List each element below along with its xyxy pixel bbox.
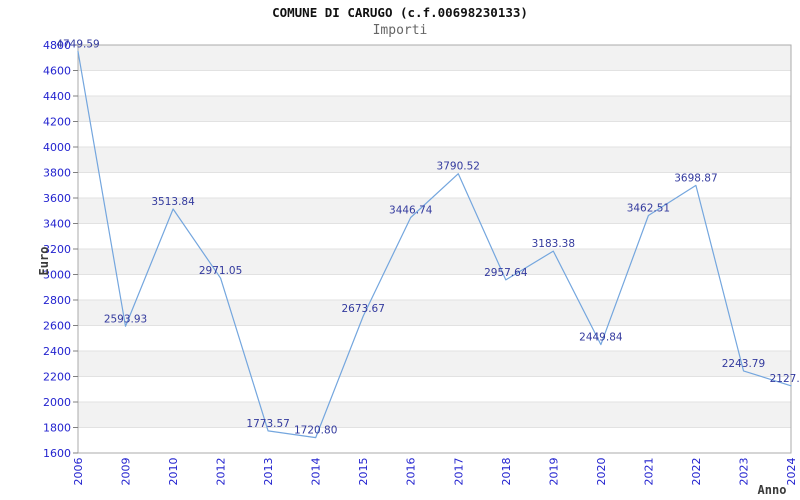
data-label: 2593.93	[104, 313, 147, 325]
grid-band	[78, 198, 791, 224]
x-tick-label: 2020	[595, 458, 608, 486]
grid-band	[78, 249, 791, 275]
grid-band	[78, 402, 791, 428]
y-tick-label: 4200	[43, 115, 71, 128]
series-line	[77, 50, 792, 439]
x-tick-label: 2014	[310, 458, 323, 486]
data-label: 1773.57	[246, 418, 289, 430]
data-label: 4749.59	[56, 38, 99, 50]
x-tick-label: 2023	[737, 458, 750, 486]
chart-title: COMUNE DI CARUGO (c.f.00698230133)	[272, 5, 528, 20]
x-tick-label: 2006	[72, 458, 85, 486]
grid-band	[78, 45, 791, 71]
x-tick-label: 2009	[120, 458, 133, 486]
y-tick-label: 2400	[43, 345, 71, 358]
data-label: 2673.67	[341, 303, 384, 315]
data-label: 2127.4	[770, 373, 800, 385]
y-tick-label: 2800	[43, 294, 71, 307]
x-tick-label: 2024	[785, 458, 798, 486]
x-axis-title: Anno	[758, 483, 787, 497]
data-label: 1720.80	[294, 425, 337, 437]
x-tick-label: 2013	[262, 458, 275, 486]
y-tick-label: 3600	[43, 192, 71, 205]
y-tick-label: 2200	[43, 370, 71, 383]
y-tick-label: 4400	[43, 90, 71, 103]
data-label: 2449.84	[579, 332, 623, 344]
x-tick-label: 2022	[690, 458, 703, 486]
data-label: 3462.51	[627, 203, 670, 215]
data-label: 2957.64	[484, 267, 528, 279]
y-tick-label: 4600	[43, 64, 71, 77]
x-tick-label: 2019	[547, 458, 560, 486]
x-tick-label: 2021	[642, 458, 655, 486]
chart-subtitle: Importi	[372, 23, 428, 38]
x-tick-label: 2016	[405, 458, 418, 486]
y-tick-label: 3800	[43, 166, 71, 179]
y-axis-title: Euro	[37, 247, 51, 276]
y-tick-label: 2600	[43, 319, 71, 332]
y-tick-label: 4000	[43, 141, 71, 154]
data-label: 3446.74	[389, 205, 433, 217]
grid-band	[78, 147, 791, 173]
y-tick-label: 3400	[43, 217, 71, 230]
y-tick-label: 1600	[43, 447, 71, 460]
data-label: 3183.38	[532, 238, 575, 250]
y-tick-label: 3200	[43, 243, 71, 256]
x-tick-label: 2018	[500, 458, 513, 486]
grid-band	[78, 96, 791, 122]
data-label: 3698.87	[674, 172, 717, 184]
y-tick-label: 2000	[43, 396, 71, 409]
data-label: 2243.79	[722, 358, 765, 370]
x-tick-label: 2015	[357, 458, 370, 486]
y-tick-label: 4800	[43, 39, 71, 52]
data-label: 3513.84	[151, 196, 195, 208]
data-label: 2971.05	[199, 265, 242, 277]
x-tick-label: 2010	[167, 458, 180, 486]
y-tick-label: 3000	[43, 268, 71, 281]
x-tick-label: 2017	[452, 458, 465, 486]
y-tick-label: 1800	[43, 421, 71, 434]
grid-band	[78, 351, 791, 377]
data-label: 3790.52	[437, 161, 480, 173]
x-tick-label: 2012	[215, 458, 228, 486]
grid-band	[78, 300, 791, 326]
